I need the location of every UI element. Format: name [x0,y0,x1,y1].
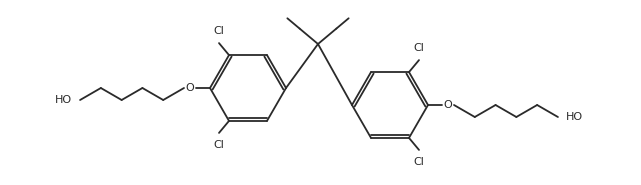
Text: HO: HO [566,112,583,122]
Text: Cl: Cl [413,157,424,167]
Text: Cl: Cl [213,26,224,36]
Text: Cl: Cl [413,43,424,53]
Text: HO: HO [55,95,72,105]
Text: O: O [186,83,194,93]
Text: Cl: Cl [213,140,224,150]
Text: O: O [444,100,453,110]
